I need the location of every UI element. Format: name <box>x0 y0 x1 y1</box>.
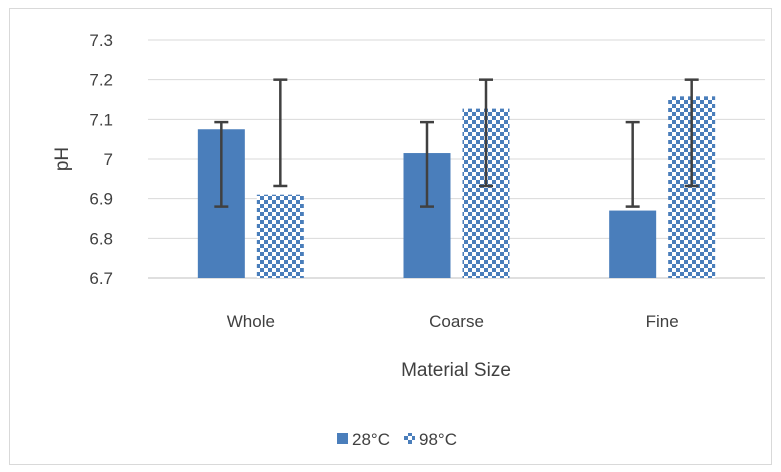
error-bars <box>214 78 699 208</box>
y-tick-label: 7 <box>104 150 113 169</box>
legend-label-98c: 98°C <box>419 430 457 449</box>
legend-swatch-98c <box>404 433 415 444</box>
bar-98c-whole <box>256 194 304 278</box>
y-tick-label: 6.9 <box>89 190 113 209</box>
x-axis-title: Material Size <box>401 360 511 381</box>
y-tick-label: 6.8 <box>89 229 113 248</box>
y-tick-label: 7.3 <box>89 31 113 50</box>
x-category-label: Coarse <box>429 312 484 331</box>
legend-label-28c: 28°C <box>352 430 390 449</box>
y-tick-label: 6.7 <box>89 269 113 288</box>
y-tick-label: 7.2 <box>89 71 113 90</box>
x-category-labels: Whole Coarse Fine <box>227 312 679 331</box>
legend-swatch-28c <box>337 433 348 444</box>
y-axis-title: pH <box>52 147 73 171</box>
y-tick-labels: 6.7 6.8 6.9 7 7.1 7.2 7.3 <box>89 31 113 288</box>
bar-28c-fine <box>609 210 657 278</box>
y-tick-label: 7.1 <box>89 110 113 129</box>
x-category-label: Fine <box>646 312 679 331</box>
legend: 28°C 98°C <box>337 430 457 449</box>
gridlines <box>148 39 765 279</box>
x-category-label: Whole <box>227 312 275 331</box>
